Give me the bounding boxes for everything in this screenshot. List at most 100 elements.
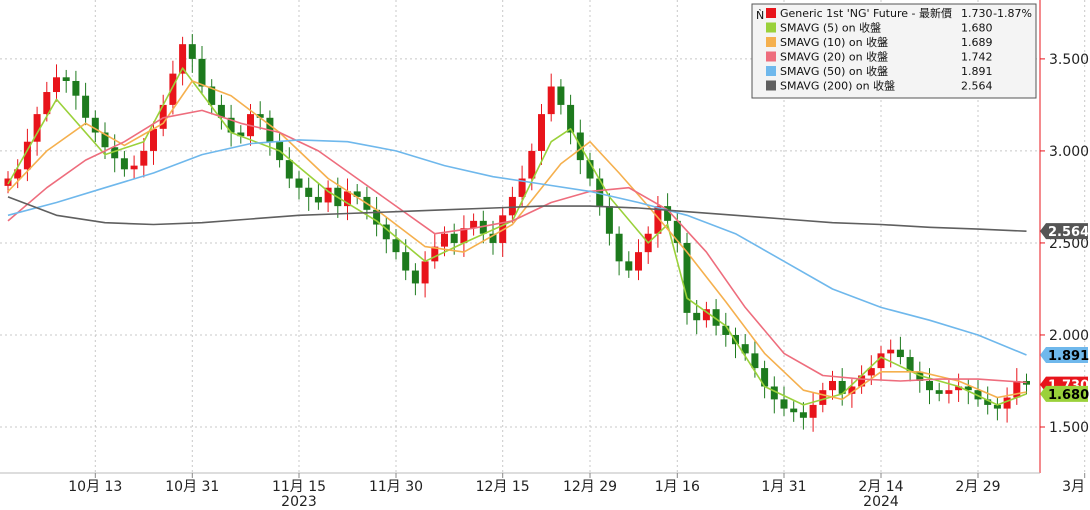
candle-body — [926, 380, 933, 391]
candle-body — [974, 390, 982, 400]
candle-body — [596, 178, 604, 207]
candle-body — [4, 178, 12, 186]
y-tick-label: 2.500 — [1049, 236, 1089, 252]
ma-line — [7, 196, 1027, 232]
ma-line — [7, 67, 1027, 406]
candle-body — [82, 95, 90, 118]
candle-body — [314, 196, 322, 203]
candle-body — [479, 220, 487, 234]
candle-body — [693, 312, 701, 321]
x-year-label: 2023 — [281, 494, 317, 510]
candle-body — [140, 150, 148, 166]
candle-body — [770, 386, 778, 400]
candle-body — [887, 349, 895, 354]
y-tick-label: 2.000 — [1049, 328, 1089, 344]
candle-body — [508, 196, 516, 216]
x-tick-label: 1月 16 — [655, 479, 700, 495]
legend-label: SMAVG (10) on 收盤 — [780, 35, 888, 49]
candle-body — [993, 404, 1001, 409]
legend-label: SMAVG (50) on 收盤 — [780, 64, 888, 78]
candle-body — [858, 375, 866, 387]
legend-marker: Ǹ — [756, 9, 764, 22]
x-tick-label: 12月 29 — [563, 479, 617, 495]
candle-body — [615, 233, 623, 262]
candle-body — [761, 368, 769, 387]
candle-body — [72, 80, 80, 96]
value-badge-label: 1.680 — [1048, 388, 1089, 403]
candle-body — [518, 178, 526, 197]
candle-body — [1003, 397, 1011, 409]
candle-body — [605, 206, 613, 234]
candle-body — [33, 114, 41, 142]
candle-body — [673, 220, 681, 243]
legend-value: 1.742 — [961, 51, 993, 64]
ma-line — [7, 80, 1027, 401]
candle-body — [780, 399, 788, 409]
legend-label: SMAVG (200) on 收盤 — [780, 79, 895, 93]
candle-body — [722, 325, 730, 335]
x-tick-label: 3月 15 — [1062, 479, 1090, 495]
candle-body — [227, 117, 235, 133]
candle-body — [169, 73, 177, 105]
legend-swatch — [766, 37, 776, 47]
candle-body — [896, 349, 904, 358]
value-badge — [1040, 223, 1088, 240]
candle-body — [635, 252, 642, 271]
candle-body — [567, 104, 575, 133]
ma-line — [7, 109, 1027, 384]
candle-body — [295, 178, 303, 188]
candle-body — [382, 224, 390, 240]
candle-body — [829, 380, 836, 391]
candle-body — [867, 368, 875, 376]
candle-body — [712, 309, 720, 326]
candle-body — [285, 160, 293, 179]
candle-body — [256, 114, 264, 118]
candle-body — [489, 233, 497, 243]
candle-body — [586, 160, 594, 179]
x-tick-label: 10月 31 — [165, 479, 219, 495]
x-tick-label: 10月 13 — [68, 479, 122, 495]
candle-body — [702, 309, 710, 321]
value-badge — [1040, 385, 1088, 402]
candle-body — [664, 206, 672, 221]
candle-body — [916, 371, 924, 381]
candle-body — [450, 233, 458, 243]
candle-body — [324, 187, 332, 203]
x-tick-label: 1月 31 — [761, 479, 806, 495]
x-year-label: 2024 — [863, 494, 899, 510]
candle-body — [130, 165, 138, 170]
candle-body — [790, 408, 798, 413]
legend-label: SMAVG (5) on 收盤 — [780, 21, 881, 35]
candle-body — [741, 344, 749, 354]
candle-body — [53, 77, 60, 93]
legend-swatch — [766, 66, 776, 76]
candle-body — [411, 270, 419, 284]
candle-body — [150, 128, 157, 151]
candle-body — [1013, 380, 1021, 398]
x-tick-label: 2月 14 — [858, 479, 903, 495]
candle-body — [421, 261, 429, 284]
candle-body — [547, 86, 555, 115]
value-badge-label: 1.891 — [1048, 349, 1089, 364]
x-tick-label: 2月 29 — [955, 479, 1000, 495]
legend-box — [751, 3, 1037, 99]
y-tick-label: 3.500 — [1049, 52, 1089, 68]
candle-body — [101, 132, 109, 148]
candle-body — [392, 239, 400, 253]
value-badge-label: 2.564 — [1048, 225, 1089, 240]
candle-body — [208, 86, 216, 105]
legend-value: 1.891 — [961, 65, 993, 78]
y-tick-label: 1.500 — [1049, 420, 1089, 436]
candle-body — [906, 357, 914, 372]
value-badge — [1040, 347, 1088, 364]
candle-body — [14, 169, 22, 179]
candle-body — [848, 386, 856, 394]
candle-body — [470, 220, 478, 229]
candle-body — [557, 86, 565, 105]
legend: Ǹ Generic 1st 'NG' Future - 最新價 1.730 -1.8… — [751, 3, 1037, 99]
candle-body — [1023, 380, 1030, 385]
candle-body — [62, 77, 70, 81]
candle-body — [945, 390, 953, 394]
